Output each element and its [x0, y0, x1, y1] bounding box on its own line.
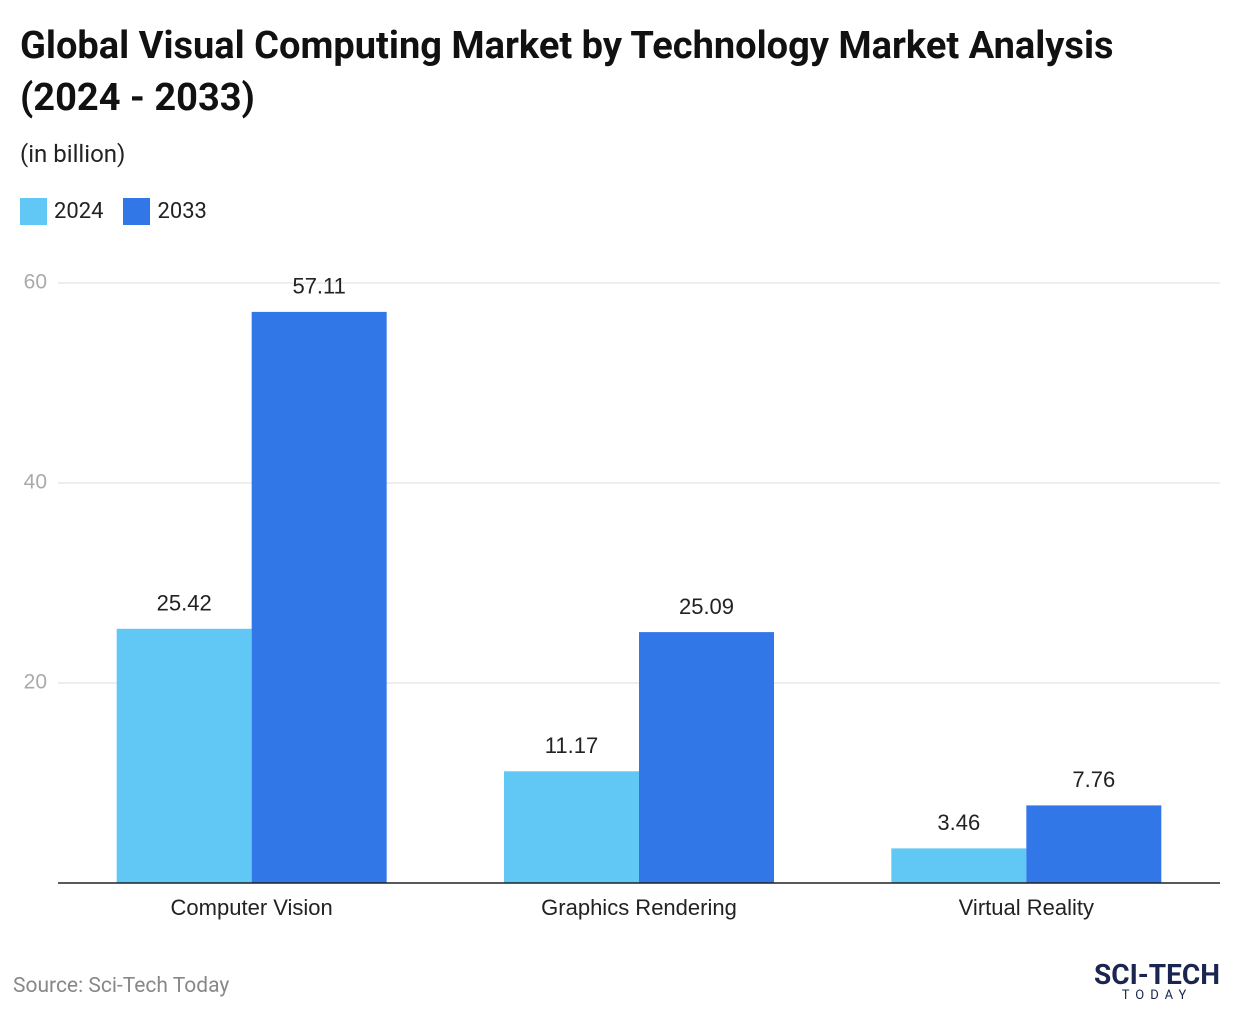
data-label: 7.76 — [1072, 767, 1115, 792]
legend-label: 2024 — [54, 199, 104, 224]
chart-subtitle: (in billion) — [20, 140, 126, 168]
legend-swatch — [20, 198, 47, 225]
bar — [504, 771, 639, 883]
y-tick-label: 40 — [24, 471, 47, 494]
logo: SCI-TECH TODAY — [1094, 958, 1220, 1003]
bar — [251, 311, 387, 883]
logo-name: SCI-TECH — [1094, 958, 1220, 991]
source: Source: Sci-Tech Today — [13, 974, 230, 998]
legend: 2024 2033 — [20, 198, 207, 225]
bar — [1026, 805, 1162, 883]
legend-label: 2033 — [157, 199, 207, 224]
logo-tagline: TODAY — [1121, 988, 1193, 1003]
x-tick-label: Computer Vision — [171, 895, 333, 920]
y-tick-label: 20 — [24, 671, 47, 694]
data-label: 3.46 — [937, 810, 980, 835]
bar — [116, 628, 252, 883]
legend-item: 2033 — [123, 198, 207, 225]
data-label: 25.42 — [157, 591, 212, 616]
bar — [639, 632, 774, 883]
y-tick-label: 60 — [24, 271, 47, 294]
chart-title: Global Visual Computing Market by Techno… — [20, 24, 1114, 120]
bar — [891, 848, 1027, 883]
x-tick-label: Graphics Rendering — [541, 895, 737, 920]
legend-swatch — [123, 198, 151, 225]
data-label: 57.11 — [292, 274, 345, 299]
x-tick-label: Virtual Reality — [959, 895, 1094, 920]
data-label: 25.09 — [679, 594, 734, 619]
legend-item: 2024 — [20, 198, 103, 225]
data-label: 11.17 — [545, 733, 598, 758]
